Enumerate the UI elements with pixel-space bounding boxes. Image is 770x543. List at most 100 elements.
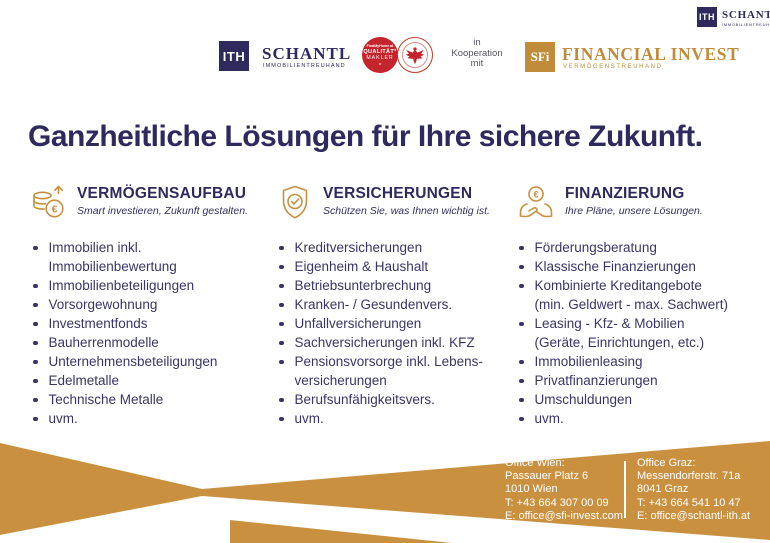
column-tagline: Smart investieren, Zukunft gestalten. — [77, 205, 248, 217]
sfi-logo-icon: SFi — [525, 42, 555, 72]
office-phone: T: +43 664 541 10 47 — [637, 496, 741, 509]
list-item: Technische Metalle — [30, 390, 264, 409]
list-item: Kombinierte Kreditangebote (min. Geldwer… — [516, 276, 760, 314]
list-item: Förderungsberatung — [516, 238, 760, 257]
list-item-text: Umschuldungen — [534, 392, 633, 407]
office-title: Office Graz: — [637, 457, 696, 469]
bullet-dot — [519, 264, 524, 269]
bullet-dot — [33, 378, 38, 383]
list-item: Edelmetalle — [30, 371, 264, 390]
list-item: Betriebsunterbrechung — [276, 276, 510, 295]
bullet-dot — [519, 359, 524, 364]
list-item: Privatfinanzierungen — [516, 371, 760, 390]
list-item-text: Klassische Finanzierungen — [534, 259, 696, 274]
ith-logo-icon: ITH — [697, 7, 717, 27]
financial-invest-wordmark: FINANCIAL INVEST — [562, 44, 740, 64]
svg-text:€: € — [52, 203, 58, 215]
cooperation-text: in Kooperation mit — [437, 37, 517, 70]
list-item-text: Förderungsberatung — [534, 240, 657, 255]
list-item-text: Immobilien inkl. Immobilienbewertung — [48, 240, 177, 274]
bullet-dot — [33, 416, 38, 421]
column-finanzierung: € FINANZIERUNG Ihre Pläne, unsere Lösung… — [516, 183, 760, 428]
list-item-text: Sachversicherungen inkl. KFZ — [294, 335, 475, 350]
list-item: Unfallversicherungen — [276, 314, 510, 333]
seal-text: FindMyHome.at — [366, 44, 394, 49]
list-item-text: Eigenheim & Haushalt — [294, 259, 429, 274]
bullet-dot — [279, 359, 284, 364]
list-item-text: Bauherrenmodelle — [48, 335, 159, 350]
list-item-text: Vorsorgewohnung — [48, 297, 158, 312]
bullet-dot — [33, 397, 38, 402]
list-item: uvm. — [276, 409, 510, 428]
corner-brand: ITH SCHANTL IMMOBILIENTREUHAND — [697, 7, 770, 27]
list-item: Leasing - Kfz- & Mobilien (Geräte, Einri… — [516, 314, 760, 352]
hands-coin-icon: € — [519, 186, 553, 218]
austria-eagle-seal — [397, 37, 433, 73]
finanzierung-list: Förderungsberatung Klassische Finanzieru… — [516, 238, 760, 428]
list-item-text: Berufsunfähigkeitsvers. — [294, 392, 435, 407]
list-item-text: Unfallversicherungen — [294, 316, 422, 331]
column-vermoegensaufbau: € VERMÖGENSAUFBAU Smart investieren, Zuk… — [30, 183, 264, 428]
list-item: uvm. — [30, 409, 264, 428]
bullet-dot — [279, 283, 284, 288]
corner-brand-name: SCHANTL — [722, 9, 770, 21]
list-item: Klassische Finanzierungen — [516, 257, 760, 276]
list-item: Investmentfonds — [30, 314, 264, 333]
list-item: Immobilienleasing — [516, 352, 760, 371]
list-item: Umschuldungen — [516, 390, 760, 409]
list-item: Berufsunfähigkeitsvers. — [276, 390, 510, 409]
office-address: Passauer Platz 6 — [505, 470, 589, 483]
list-item: Kranken- / Gesundenvers. — [276, 295, 510, 314]
list-item-text: Immobilienleasing — [534, 354, 643, 369]
ith-logo-icon: ITH — [219, 41, 249, 71]
coins-growth-icon: € — [33, 185, 64, 218]
schantl-subtitle: IMMOBILIENTREUHAND — [263, 63, 346, 69]
office-email: E: office@sfi-invest.com — [505, 509, 623, 522]
bullet-dot — [519, 283, 524, 288]
column-heading: FINANZIERUNG — [565, 185, 685, 202]
office-title: Office Wien: — [505, 457, 565, 469]
office-email: E: office@schantl-ith.at — [637, 509, 751, 522]
bullet-dot — [33, 321, 38, 326]
cooperation-line: in — [473, 37, 481, 48]
list-item-text: Immobilienbeteiligungen — [48, 278, 195, 293]
office-phone: T: +43 664 307 00 09 — [505, 496, 609, 509]
office-address: 8041 Graz — [637, 483, 689, 496]
list-item-text: Kombinierte Kreditangebote (min. Geldwer… — [534, 278, 729, 312]
column-versicherungen: VERSICHERUNGEN Schützen Sie, was Ihnen w… — [276, 183, 510, 428]
svg-text:€: € — [533, 190, 538, 200]
list-item: Immobilien inkl. Immobilienbewertung — [30, 238, 264, 276]
cooperation-line: Kooperation — [451, 47, 503, 59]
bullet-dot — [519, 321, 524, 326]
versicherungen-list: Kreditversicherungen Eigenheim & Haushal… — [276, 238, 510, 428]
list-item: Kreditversicherungen — [276, 238, 510, 257]
list-item-text: Leasing - Kfz- & Mobilien (Geräte, Einri… — [534, 316, 705, 350]
bullet-dot — [279, 416, 284, 421]
bullet-dot — [33, 283, 38, 288]
list-item: uvm. — [516, 409, 760, 428]
list-item-text: Technische Metalle — [48, 392, 164, 407]
bullet-dot — [279, 302, 284, 307]
list-item: Unternehmensbeteiligungen — [30, 352, 264, 371]
list-item-text: Edelmetalle — [48, 373, 120, 388]
office-graz-block: Office Graz: Messendorferstr. 71a 8041 G… — [637, 457, 750, 523]
shield-check-icon — [282, 185, 308, 219]
column-heading: VERSICHERUNGEN — [323, 185, 473, 202]
bullet-dot — [33, 359, 38, 364]
list-item-text: uvm. — [534, 411, 564, 426]
bullet-dot — [519, 416, 524, 421]
list-item-text: Unternehmensbeteiligungen — [48, 354, 218, 369]
page-title: Ganzheitliche Lösungen für Ihre sichere … — [28, 120, 703, 153]
list-item-text: Kranken- / Gesundenvers. — [294, 297, 453, 312]
bullet-dot — [279, 245, 284, 250]
list-item-text: Privatfinanzierungen — [534, 373, 658, 388]
list-item: Eigenheim & Haushalt — [276, 257, 510, 276]
list-item-text: Betriebsunterbrechung — [294, 278, 432, 293]
bullet-dot — [33, 245, 38, 250]
list-item-text: uvm. — [48, 411, 78, 426]
footer-divider — [624, 461, 626, 518]
column-tagline: Schützen Sie, was Ihnen wichtig ist. — [323, 205, 490, 217]
office-wien-block: Office Wien: Passauer Platz 6 1010 Wien … — [505, 457, 623, 523]
list-item-text: Investmentfonds — [48, 316, 148, 331]
